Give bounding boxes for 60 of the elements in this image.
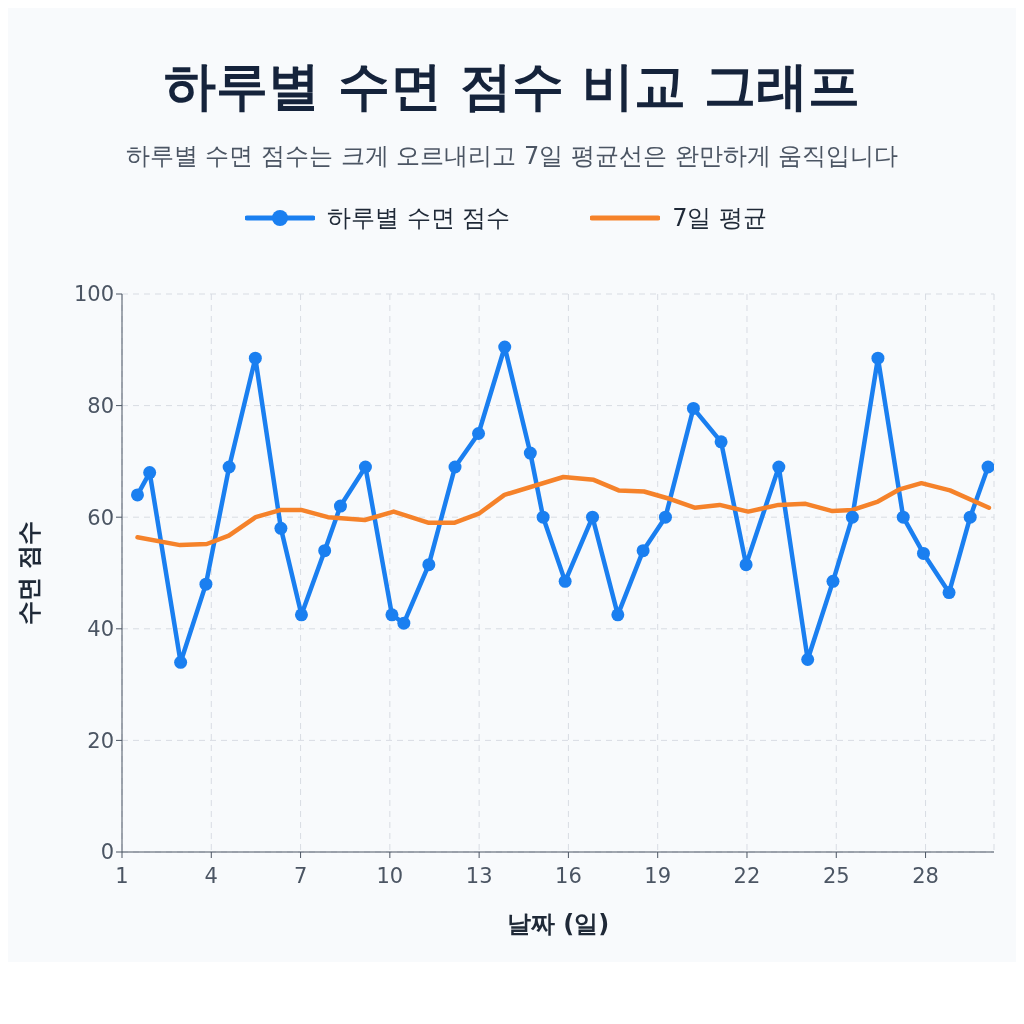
point [318, 544, 332, 558]
y-tick-label: 100 [73, 282, 114, 307]
point [826, 574, 840, 588]
x-tick-label: 19 [644, 863, 672, 888]
point [472, 427, 486, 440]
point [422, 558, 436, 572]
point [658, 510, 672, 524]
point [586, 510, 600, 524]
point [801, 652, 815, 666]
point [845, 510, 859, 524]
x-axis-title: 날짜 (일) [506, 910, 610, 938]
point [397, 616, 411, 630]
x-tick-label: 28 [912, 863, 939, 888]
x-tick-label: 4 [204, 863, 218, 888]
y-tick-label: 60 [87, 505, 114, 530]
y-axis-title: 수면 점수 [14, 520, 43, 626]
legend-label: 7일 평균 [672, 203, 768, 234]
point [358, 460, 372, 474]
point [536, 510, 550, 524]
x-tick-label: 25 [822, 863, 850, 888]
point [636, 544, 650, 558]
y-tick-label: 40 [87, 617, 114, 642]
x-tick-label: 16 [555, 863, 582, 888]
point [333, 499, 347, 513]
point [686, 401, 700, 415]
point [611, 608, 625, 622]
x-tick-label: 13 [465, 863, 493, 888]
point [916, 546, 930, 560]
legend-label: 하루별 수면 점수 [326, 203, 511, 234]
point [222, 460, 236, 474]
point [714, 435, 728, 449]
point [871, 351, 885, 365]
point [248, 351, 262, 365]
point [963, 510, 977, 524]
point [174, 655, 188, 669]
chart-subtitle: 하루별 수면 점수는 크게 오르내리고 7일 평균선은 완만하게 움직입니다 [124, 141, 900, 172]
x-tick-label: 7 [293, 863, 308, 888]
point [558, 574, 572, 588]
point [772, 460, 786, 474]
chart-title: 하루별 수면 점수 비교 그래프 [162, 55, 862, 118]
point [143, 466, 157, 480]
y-tick-label: 20 [87, 728, 114, 753]
point [981, 460, 994, 474]
point [448, 460, 462, 474]
x-tick-label: 10 [376, 863, 404, 888]
y-tick-label: 0 [100, 840, 114, 865]
point [739, 558, 753, 572]
point [523, 446, 537, 460]
point [130, 488, 144, 502]
y-tick-label: 80 [87, 394, 114, 419]
x-tick-label: 22 [733, 863, 761, 888]
point [385, 608, 399, 622]
point [199, 577, 213, 591]
x-tick-label: 1 [115, 863, 129, 888]
point [294, 608, 308, 622]
line-series [135, 474, 992, 548]
point [896, 510, 910, 524]
point [274, 521, 288, 535]
point [942, 586, 956, 600]
point [498, 340, 512, 354]
